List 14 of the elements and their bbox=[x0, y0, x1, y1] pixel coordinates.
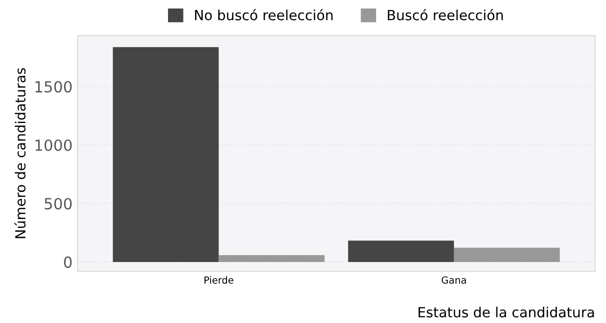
y-tick-label: 0 bbox=[64, 256, 72, 268]
x-axis-title: Estatus de la candidatura bbox=[418, 306, 594, 318]
legend-label: Buscó reelección bbox=[388, 9, 503, 20]
legend-label: No buscó reelección bbox=[195, 9, 333, 20]
y-tick-label: 500 bbox=[44, 198, 72, 210]
y-tick-label: 1500 bbox=[36, 80, 72, 93]
bar bbox=[454, 248, 560, 262]
x-tick-label: Pierde bbox=[204, 276, 234, 284]
bar bbox=[218, 255, 325, 262]
y-tick-label: 1000 bbox=[36, 139, 72, 152]
y-axis-title: Número de candidaturas bbox=[14, 68, 26, 238]
x-tick-label: Gana bbox=[442, 276, 466, 284]
bar bbox=[348, 240, 454, 262]
bar bbox=[112, 47, 219, 262]
